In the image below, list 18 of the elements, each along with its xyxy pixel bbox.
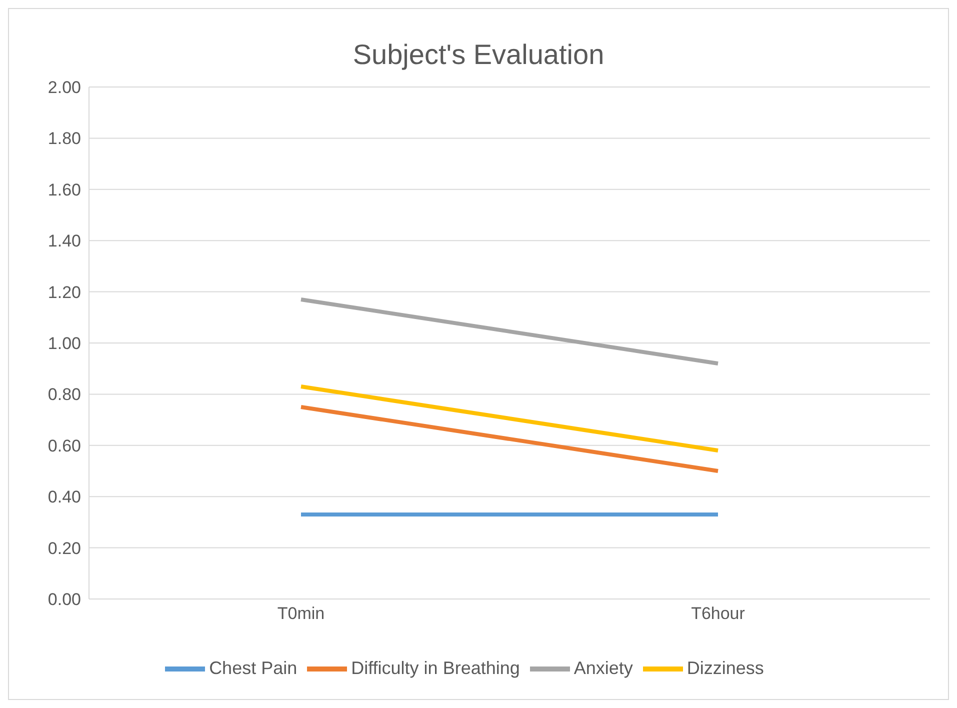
x-tick-label: T6hour <box>691 604 746 624</box>
y-tick-label: 1.00 <box>48 334 81 354</box>
y-tick-label: 1.20 <box>48 282 81 302</box>
y-tick-label: 0.60 <box>48 436 81 456</box>
y-tick-label: 0.00 <box>48 590 81 610</box>
y-tick-label: 0.40 <box>48 488 81 507</box>
x-tick-label: T0min <box>277 604 325 624</box>
y-tick-label: 1.80 <box>48 129 81 148</box>
legend-label: Dizziness <box>686 658 764 678</box>
legend-label: Anxiety <box>574 658 633 678</box>
y-tick-label: 0.20 <box>48 538 81 558</box>
legend-label: Difficulty in Breathing <box>351 658 520 678</box>
chart-title: Subject's Evaluation <box>352 38 606 71</box>
y-tick-label: 1.60 <box>48 180 81 200</box>
legend-label: Chest Pain <box>209 658 298 678</box>
y-tick-label: 2.00 <box>48 78 81 98</box>
y-tick-label: 1.40 <box>48 232 81 251</box>
y-tick-label: 0.80 <box>48 385 81 404</box>
